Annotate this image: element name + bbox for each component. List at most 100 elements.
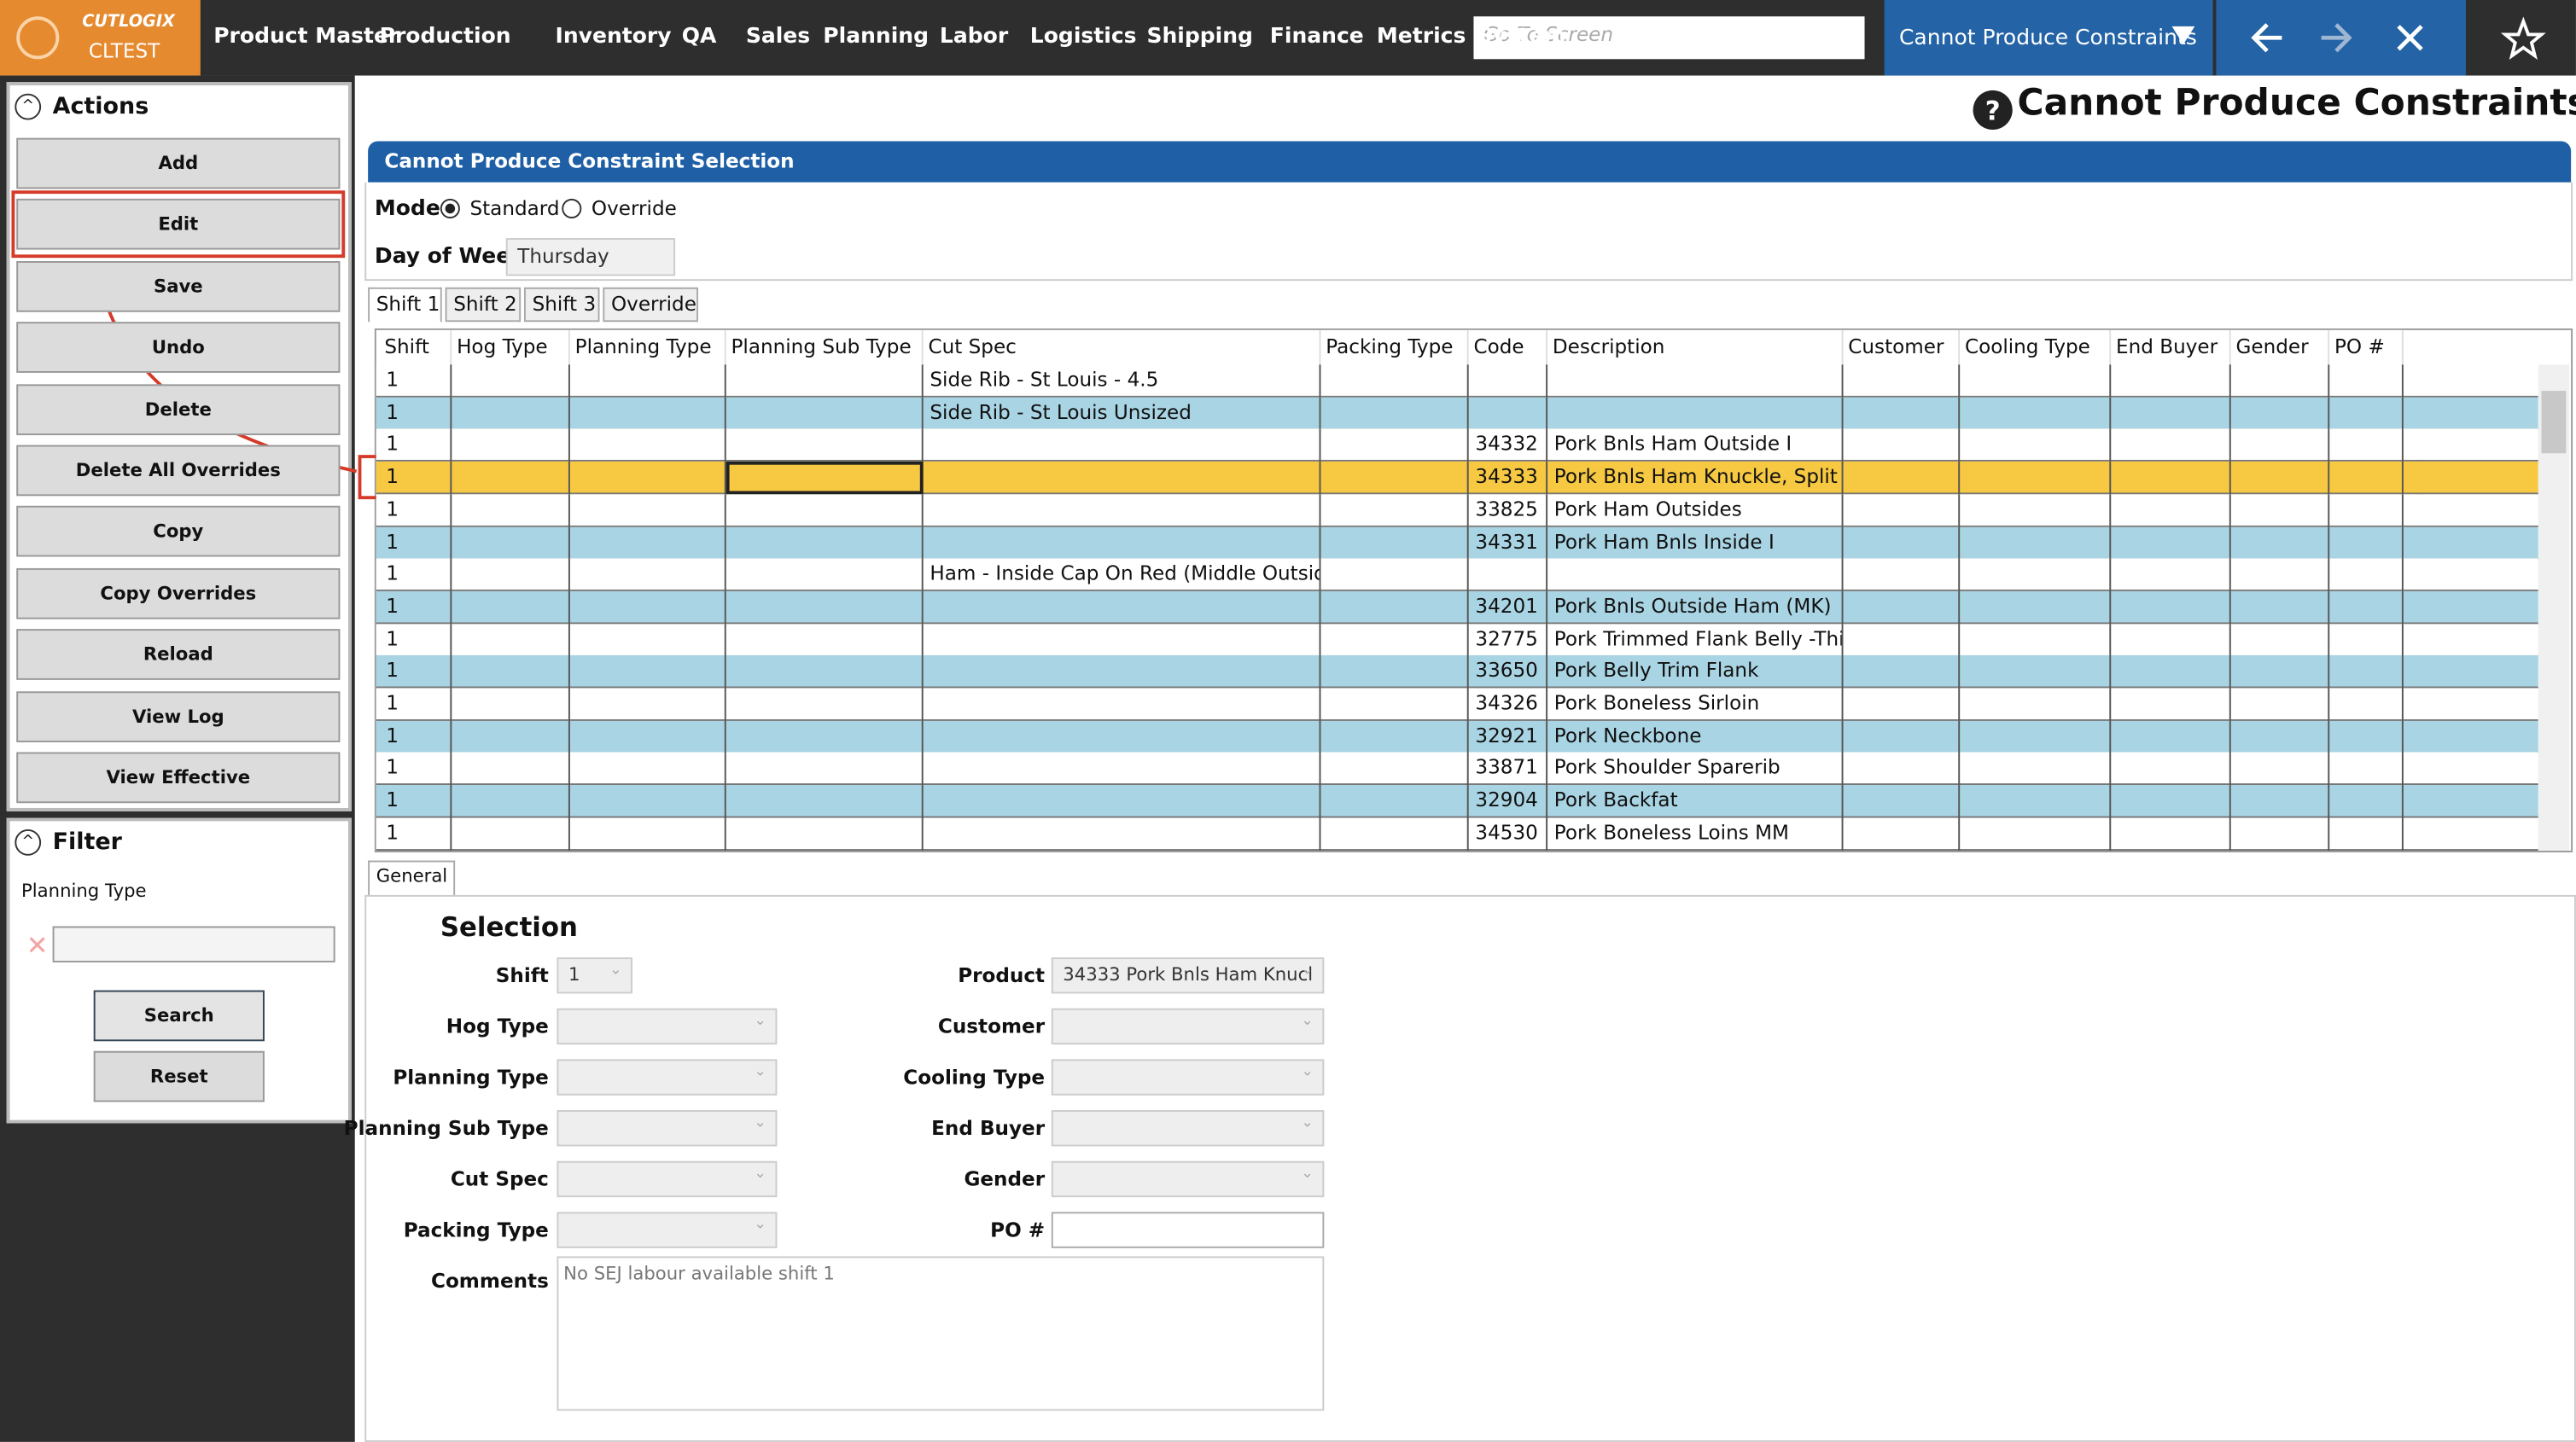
grid-cell[interactable]	[570, 753, 726, 786]
grid-cell[interactable]: Pork Bnls Ham Outside I	[1547, 429, 1844, 462]
grid-cell[interactable]: Pork Backfat	[1547, 785, 1844, 818]
reset-button[interactable]: Reset	[93, 1050, 265, 1102]
grid-cell[interactable]: Pork Bnls Outside Ham (MK)	[1547, 590, 1844, 625]
grid-cell[interactable]: 32775	[1469, 623, 1548, 657]
shift-tab[interactable]: Shift 2	[445, 287, 522, 323]
grid-cell[interactable]	[1547, 364, 1844, 398]
grid-row[interactable]	[376, 817, 2538, 851]
grid-cell[interactable]	[452, 623, 570, 657]
column-header[interactable]: Planning Type	[569, 329, 726, 365]
grid-cell[interactable]	[452, 462, 570, 495]
current-screen[interactable]: Cannot Produce Constraints	[1884, 0, 2213, 76]
grid-cell[interactable]	[1320, 785, 1469, 818]
grid-cell[interactable]	[1320, 753, 1469, 786]
grid-cell[interactable]	[2231, 429, 2330, 462]
column-header[interactable]: Cooling Type	[1960, 329, 2112, 365]
grid-cell[interactable]	[2329, 590, 2404, 625]
grid-row[interactable]	[376, 429, 2538, 462]
grid-row[interactable]	[376, 753, 2538, 786]
grid-row[interactable]	[376, 493, 2538, 527]
grid-cell[interactable]: Pork Boneless Sirloin	[1547, 688, 1844, 721]
grid-cell[interactable]	[1320, 397, 1469, 430]
grid-cell[interactable]: Pork Trimmed Flank Belly -Thin	[1547, 623, 1844, 657]
action-button[interactable]: View Log	[16, 690, 341, 742]
grid-cell[interactable]	[2231, 462, 2330, 495]
grid-cell[interactable]: Pork Shoulder Sparerib	[1547, 753, 1844, 786]
grid-cell[interactable]: 34332	[1469, 429, 1548, 462]
grid-cell[interactable]: 34331	[1469, 526, 1548, 560]
grid-cell[interactable]: Pork Ham Bnls Inside I	[1547, 526, 1844, 560]
search-button[interactable]: Search	[93, 990, 265, 1042]
grid-cell[interactable]: Pork Neckbone	[1547, 720, 1844, 753]
grid-cell[interactable]	[1844, 720, 1961, 753]
grid-cell[interactable]	[2231, 397, 2330, 430]
field-input[interactable]	[557, 1008, 778, 1045]
grid-cell[interactable]	[2111, 753, 2231, 786]
grid-cell[interactable]	[1960, 753, 2112, 786]
nav-icons[interactable]	[2216, 0, 2576, 76]
menu-item[interactable]: Planning	[823, 24, 930, 49]
grid-cell[interactable]	[726, 462, 924, 495]
grid-cell[interactable]	[1320, 526, 1469, 560]
grid-cell[interactable]	[924, 429, 1321, 462]
detail-tab[interactable]: General	[368, 860, 456, 895]
filter-select[interactable]	[52, 926, 335, 962]
grid-cell[interactable]: 1	[380, 688, 452, 721]
field-input[interactable]: 34333 Pork Bnls Ham Knucl	[1051, 957, 1325, 994]
menu-item[interactable]: Inventory	[555, 24, 672, 49]
column-header[interactable]: Description	[1547, 329, 1844, 365]
grid-cell[interactable]	[2111, 397, 2231, 430]
grid-cell[interactable]	[570, 364, 726, 398]
action-button[interactable]: Copy	[16, 506, 341, 558]
dropdown-caret[interactable]: ⌄	[754, 1064, 766, 1081]
scrollbar[interactable]	[2538, 364, 2570, 851]
shift-tab[interactable]: Shift 3	[523, 287, 600, 323]
grid-cell[interactable]: 1	[380, 429, 452, 462]
field-input[interactable]	[557, 1059, 778, 1096]
menu-item[interactable]: Labor	[939, 24, 1009, 49]
field-input[interactable]	[1051, 1212, 1325, 1248]
grid-cell[interactable]	[570, 558, 726, 592]
grid-cell[interactable]: Side Rib - St Louis - 4.5	[924, 364, 1321, 398]
grid-cell[interactable]	[2231, 688, 2330, 721]
grid-row[interactable]	[376, 558, 2538, 592]
dropdown-caret[interactable]: ⌄	[609, 962, 622, 980]
grid-cell[interactable]	[2111, 558, 2231, 592]
grid-cell[interactable]	[2329, 688, 2404, 721]
grid-cell[interactable]	[1960, 526, 2112, 560]
grid-cell[interactable]	[2111, 364, 2231, 398]
grid-cell[interactable]: 1	[380, 720, 452, 753]
column-header[interactable]: Gender	[2230, 329, 2330, 365]
grid-cell[interactable]	[1320, 429, 1469, 462]
grid-row[interactable]	[376, 623, 2538, 657]
grid-cell[interactable]	[1960, 623, 2112, 657]
grid-cell[interactable]	[1844, 364, 1961, 398]
grid-cell[interactable]	[1844, 785, 1961, 818]
grid-cell[interactable]: 33871	[1469, 753, 1548, 786]
menu-item[interactable]: QA	[681, 24, 717, 49]
grid-cell[interactable]	[2111, 590, 2231, 625]
grid-cell[interactable]	[726, 364, 924, 398]
grid-cell[interactable]: 1	[380, 655, 452, 689]
grid-cell[interactable]	[1320, 590, 1469, 625]
grid-cell[interactable]	[726, 526, 924, 560]
action-button[interactable]: Edit	[16, 199, 341, 251]
menu-item[interactable]: Product Master	[213, 24, 399, 49]
grid-cell[interactable]: 33825	[1469, 493, 1548, 527]
grid-cell[interactable]	[2111, 688, 2231, 721]
grid-row[interactable]	[376, 590, 2538, 625]
grid-cell[interactable]	[726, 720, 924, 753]
grid-cell[interactable]	[1844, 655, 1961, 689]
grid-cell[interactable]	[570, 590, 726, 625]
grid-cell[interactable]	[1960, 397, 2112, 430]
column-header[interactable]: Hog Type	[452, 329, 570, 365]
column-header[interactable]: Packing Type	[1320, 329, 1469, 365]
grid-cell[interactable]	[1320, 623, 1469, 657]
grid-cell[interactable]	[1547, 558, 1844, 592]
grid-cell[interactable]	[2231, 655, 2330, 689]
grid-cell[interactable]	[1320, 688, 1469, 721]
column-header[interactable]: Code	[1468, 329, 1548, 365]
grid-cell[interactable]	[452, 785, 570, 818]
field-input[interactable]	[1051, 1160, 1325, 1198]
grid-cell[interactable]: Pork Ham Outsides	[1547, 493, 1844, 527]
